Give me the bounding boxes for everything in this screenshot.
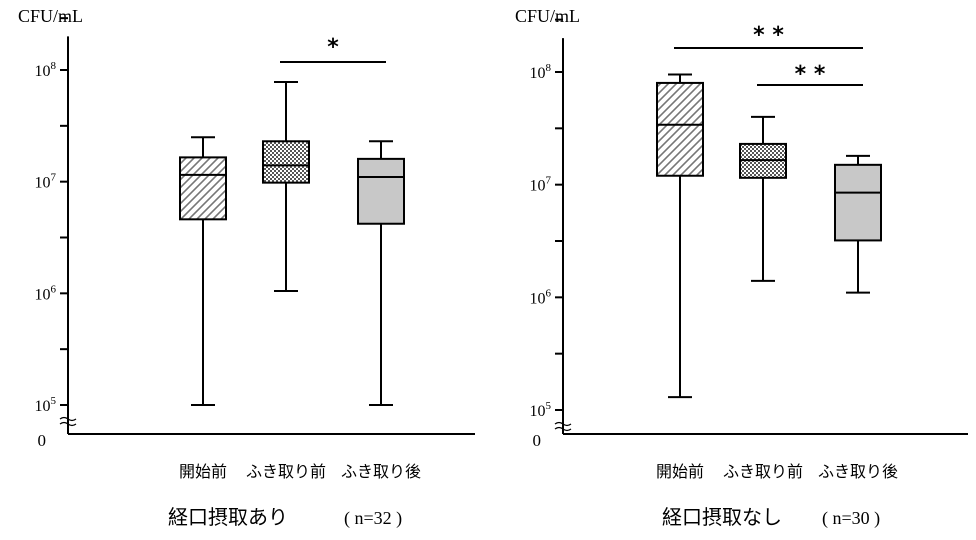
panel-sample-size: ( n=32 ) <box>344 508 402 529</box>
y-tick-label: 105 <box>35 395 57 415</box>
axis-break-mark <box>59 416 77 422</box>
chart-panel-2: CFU/mL 105 106 107 108 0 開始前 ふき取り前 ふき取り後 * * * * 経口… <box>515 6 968 529</box>
axis-break-mark <box>59 421 77 427</box>
box-iqr <box>656 81 704 177</box>
y-zero-label: 0 <box>38 431 47 450</box>
panel-sample-size: ( n=30 ) <box>822 508 880 529</box>
x-category-label: 開始前 <box>656 462 704 481</box>
y-tick-label: 107 <box>35 172 57 192</box>
significance-label: * * <box>753 23 784 48</box>
box-iqr <box>834 163 882 242</box>
y-axis-label: CFU/mL <box>18 6 83 26</box>
x-category-label: ふき取り後 <box>341 462 421 481</box>
significance-label: * <box>327 35 339 60</box>
panel-title: 経口摂取あり <box>168 505 288 529</box>
x-category-label: 開始前 <box>179 462 227 481</box>
box-iqr <box>262 140 310 184</box>
chart-panel-1: CFU/mL 105 106 107 108 0 開始前 ふき取り前 ふき取り後 * 経口摂取あり (… <box>18 6 475 529</box>
y-axis-label: CFU/mL <box>515 6 580 26</box>
x-category-label: ふき取り前 <box>246 462 326 481</box>
box-iqr <box>179 156 227 221</box>
x-category-label: ふき取り前 <box>723 462 803 481</box>
significance-label: * * <box>795 62 826 87</box>
axis-break-mark <box>554 426 572 432</box>
box-iqr <box>357 157 405 225</box>
axis-break-mark <box>554 421 572 427</box>
y-zero-label: 0 <box>533 431 542 450</box>
y-tick-label: 107 <box>530 175 552 195</box>
y-tick-label: 106 <box>35 283 57 303</box>
panel-title: 経口摂取なし <box>662 505 782 529</box>
y-tick-label: 105 <box>530 400 552 420</box>
x-category-label: ふき取り後 <box>818 462 898 481</box>
y-tick-label: 108 <box>530 62 552 82</box>
y-tick-label: 108 <box>35 60 57 80</box>
y-tick-label: 106 <box>530 287 552 307</box>
